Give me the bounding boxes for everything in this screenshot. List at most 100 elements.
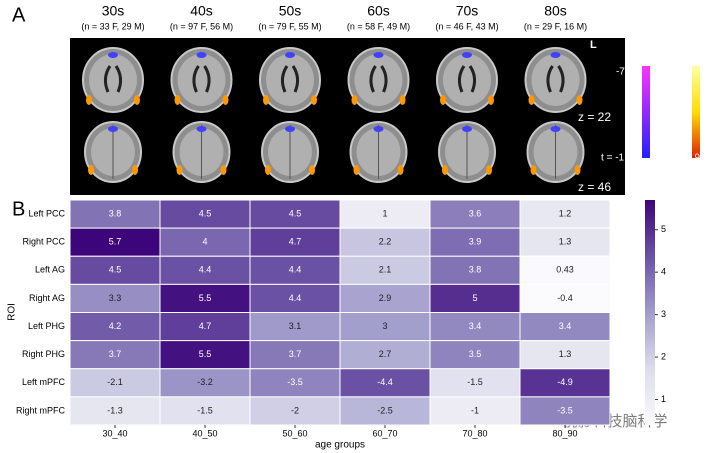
cell-label: 4.7 — [289, 237, 302, 247]
activation-pos — [353, 165, 360, 175]
colorbar-negative — [642, 66, 650, 158]
activation-pos — [488, 95, 494, 105]
activation-pos — [265, 165, 271, 175]
cell-label: 3.1 — [289, 321, 302, 331]
heatmap-cell — [69, 227, 161, 257]
ventricle — [546, 65, 565, 93]
row-label: Left PCC — [28, 208, 65, 218]
cell-label: -2.1 — [107, 377, 123, 387]
brain-matter — [177, 54, 226, 106]
cell-label: 3.4 — [559, 321, 572, 331]
heatmap-cell — [159, 255, 251, 285]
activation-pos — [174, 95, 181, 105]
row-label: Left mPFC — [22, 377, 66, 387]
colorbar-tick-label: 2 — [661, 351, 666, 361]
activation-neg — [373, 126, 384, 132]
activation-neg — [462, 126, 472, 132]
column-subtitle: (n = 58 F, 49 M) — [347, 21, 410, 31]
activation-neg — [108, 126, 118, 132]
heatmap-cell — [249, 312, 341, 342]
ventricle — [457, 65, 477, 93]
cell-label: 3 — [382, 321, 387, 331]
heatmap-cell — [519, 227, 611, 257]
activation-pos — [134, 95, 140, 105]
cell-label: 5.5 — [199, 349, 212, 359]
cell-label: -1.5 — [197, 405, 213, 415]
x-tick-label: 70_80 — [462, 428, 487, 438]
heatmap-cell — [519, 396, 611, 426]
heatmap-cell — [69, 396, 161, 426]
heatmap-cell — [339, 396, 431, 426]
activation-neg — [285, 52, 295, 58]
heatmap-cell — [429, 368, 521, 398]
activation-neg — [373, 52, 384, 58]
y-axis-label: ROI — [7, 303, 18, 321]
heatmap-cell — [429, 283, 521, 313]
cell-label: 4.4 — [289, 293, 302, 303]
x-tick-label: 30_40 — [102, 428, 127, 438]
heatmap-cell — [159, 227, 251, 257]
heatmap-cell — [429, 199, 521, 229]
colorbar-tick-label: 3 — [661, 309, 666, 319]
cell-label: -1 — [471, 405, 479, 415]
cell-label: 4.7 — [199, 321, 212, 331]
colorbar-label: -7.11 — [616, 67, 638, 78]
activation-pos — [528, 95, 535, 105]
cell-label: 4.5 — [109, 265, 122, 275]
cell-label: 2.9 — [379, 293, 392, 303]
row-label: Right PHG — [22, 349, 65, 359]
cell-label: 1.2 — [559, 208, 572, 218]
x-axis-label: age groups — [315, 440, 365, 451]
cell-label: -2.5 — [377, 405, 393, 415]
brain-matter — [443, 54, 491, 106]
heatmap-cell — [339, 340, 431, 370]
ventricle — [103, 65, 123, 93]
activation-pos — [351, 95, 358, 105]
column-subtitle: (n = 29 F, 16 M) — [524, 21, 587, 31]
cell-label: 1.3 — [559, 349, 572, 359]
activation-neg — [196, 52, 207, 58]
activation-neg — [550, 126, 561, 132]
column-subtitle: (n = 97 F, 56 M) — [170, 21, 233, 31]
heatmap-cell — [249, 255, 341, 285]
heatmap-cell — [519, 340, 611, 370]
activation-pos — [222, 95, 229, 105]
cell-label: 5 — [472, 293, 477, 303]
activation-neg — [196, 126, 207, 132]
column-subtitle: (n = 33 F, 29 M) — [81, 21, 144, 31]
cell-label: -3.5 — [557, 405, 573, 415]
heatmap-cell — [429, 340, 521, 370]
colorbar-positive — [692, 66, 700, 158]
heatmap-cell — [69, 283, 161, 313]
cell-label: 4.4 — [199, 265, 212, 275]
colorbar-label: t = 1.96 — [672, 153, 706, 164]
brain-images — [82, 47, 587, 183]
cell-label: 4.5 — [289, 208, 302, 218]
heatmap-cell — [249, 396, 341, 426]
cell-label: 4.5 — [199, 208, 212, 218]
activation-pos — [132, 165, 138, 175]
cell-label: 5.5 — [199, 293, 212, 303]
heatmap-cell — [159, 368, 251, 398]
cell-label: 3.3 — [109, 293, 122, 303]
activation-neg — [285, 126, 295, 132]
ventricle — [369, 65, 388, 93]
colorbar-label: t = -1.96 — [601, 153, 638, 164]
colorbar-tick-label: 4 — [661, 267, 666, 277]
brain-matter — [266, 54, 314, 106]
column-title: 80s — [544, 3, 567, 19]
column-title: 70s — [456, 3, 479, 19]
activation-pos — [220, 165, 227, 175]
heatmap-cell — [159, 340, 251, 370]
activation-pos — [576, 95, 583, 105]
heatmap-cell — [69, 368, 161, 398]
panel-label: B — [12, 198, 25, 220]
cell-label: 4.2 — [109, 321, 122, 331]
cell-label: 3.6 — [469, 208, 482, 218]
orientation-label: L — [590, 39, 597, 51]
heatmap-cell — [519, 368, 611, 398]
activation-pos — [88, 165, 94, 175]
heatmap-cell — [69, 255, 161, 285]
slice-label: z = 46 — [578, 180, 611, 194]
